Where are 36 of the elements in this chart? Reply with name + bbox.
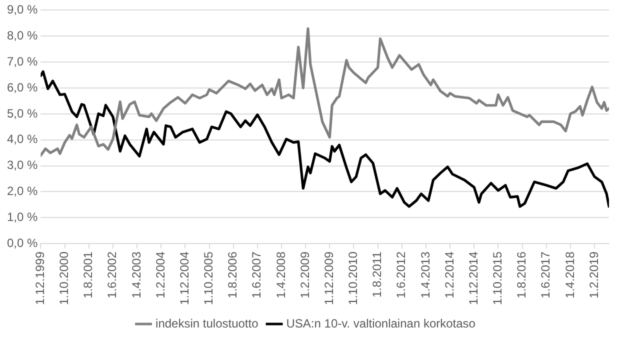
x-tick-label: 1.12.2009 bbox=[322, 251, 336, 306]
x-tick-label: 1.6.2007 bbox=[250, 251, 264, 298]
y-tick-label: 5,0 % bbox=[7, 106, 38, 120]
x-tick-label: 1.2.2009 bbox=[298, 251, 312, 298]
x-tick-label: 1.10.2015 bbox=[490, 251, 505, 306]
x-tick-label: 1.4.2003 bbox=[129, 251, 144, 298]
y-tick-label: 9,0 % bbox=[7, 2, 38, 17]
y-tick-label: 3,0 % bbox=[7, 158, 38, 172]
x-tick-label: 1.4.2013 bbox=[418, 251, 432, 298]
x-tick-label: 1.6.2012 bbox=[394, 251, 408, 298]
x-tick-label: 1.10.2010 bbox=[346, 251, 360, 306]
x-tick-label: 1.2.2014 bbox=[442, 251, 456, 298]
y-tick-label: 4,0 % bbox=[7, 132, 38, 146]
x-tick-label: 1.12.2004 bbox=[177, 251, 192, 306]
x-tick-label: 1.8.2001 bbox=[81, 251, 96, 298]
x-tick-label: 1.12.2014 bbox=[466, 251, 480, 306]
y-tick-label: 8,0 % bbox=[7, 28, 38, 42]
x-tick-label: 1.2.2019 bbox=[586, 251, 601, 298]
x-tick-label: 1.10.2005 bbox=[202, 251, 216, 306]
x-tick-label: 1.8.2011 bbox=[370, 251, 384, 298]
legend-label: indeksin tulostuotto bbox=[156, 316, 259, 330]
y-tick-label: 0,0 % bbox=[7, 236, 38, 250]
x-tick-label: 1.4.2008 bbox=[274, 251, 288, 298]
x-tick-label: 1.8.2016 bbox=[514, 251, 529, 298]
x-tick-label: 1.2.2004 bbox=[153, 251, 168, 298]
legend-label: USA:n 10-v. valtionlainan korkotaso bbox=[286, 316, 476, 330]
x-tick-label: 1.8.2006 bbox=[226, 251, 240, 298]
y-tick-label: 2,0 % bbox=[7, 184, 38, 198]
x-tick-label: 1.12.1999 bbox=[33, 251, 47, 306]
y-tick-label: 7,0 % bbox=[7, 54, 38, 68]
y-tick-label: 6,0 % bbox=[7, 80, 38, 94]
x-tick-label: 1.6.2017 bbox=[538, 251, 553, 298]
y-tick-label: 1,0 % bbox=[7, 210, 38, 224]
x-tick-label: 1.4.2018 bbox=[562, 251, 577, 298]
x-tick-label: 1.6.2002 bbox=[105, 251, 120, 298]
x-tick-label: 1.10.2000 bbox=[57, 251, 72, 306]
